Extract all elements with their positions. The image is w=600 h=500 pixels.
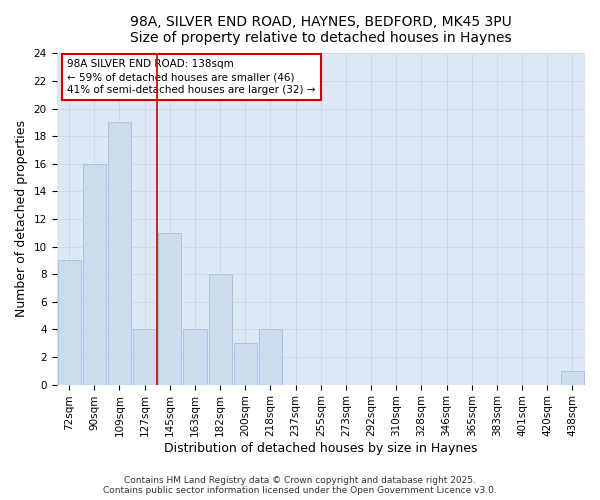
- Bar: [259, 330, 282, 384]
- X-axis label: Distribution of detached houses by size in Haynes: Distribution of detached houses by size …: [164, 442, 478, 455]
- Title: 98A, SILVER END ROAD, HAYNES, BEDFORD, MK45 3PU
Size of property relative to det: 98A, SILVER END ROAD, HAYNES, BEDFORD, M…: [130, 15, 512, 45]
- Bar: [83, 164, 106, 384]
- Bar: [561, 371, 584, 384]
- Bar: [133, 330, 156, 384]
- Text: Contains HM Land Registry data © Crown copyright and database right 2025.
Contai: Contains HM Land Registry data © Crown c…: [103, 476, 497, 495]
- Bar: [233, 343, 257, 384]
- Bar: [58, 260, 80, 384]
- Y-axis label: Number of detached properties: Number of detached properties: [15, 120, 28, 318]
- Bar: [184, 330, 206, 384]
- Bar: [108, 122, 131, 384]
- Bar: [209, 274, 232, 384]
- Text: 98A SILVER END ROAD: 138sqm
← 59% of detached houses are smaller (46)
41% of sem: 98A SILVER END ROAD: 138sqm ← 59% of det…: [67, 59, 316, 95]
- Bar: [158, 233, 181, 384]
